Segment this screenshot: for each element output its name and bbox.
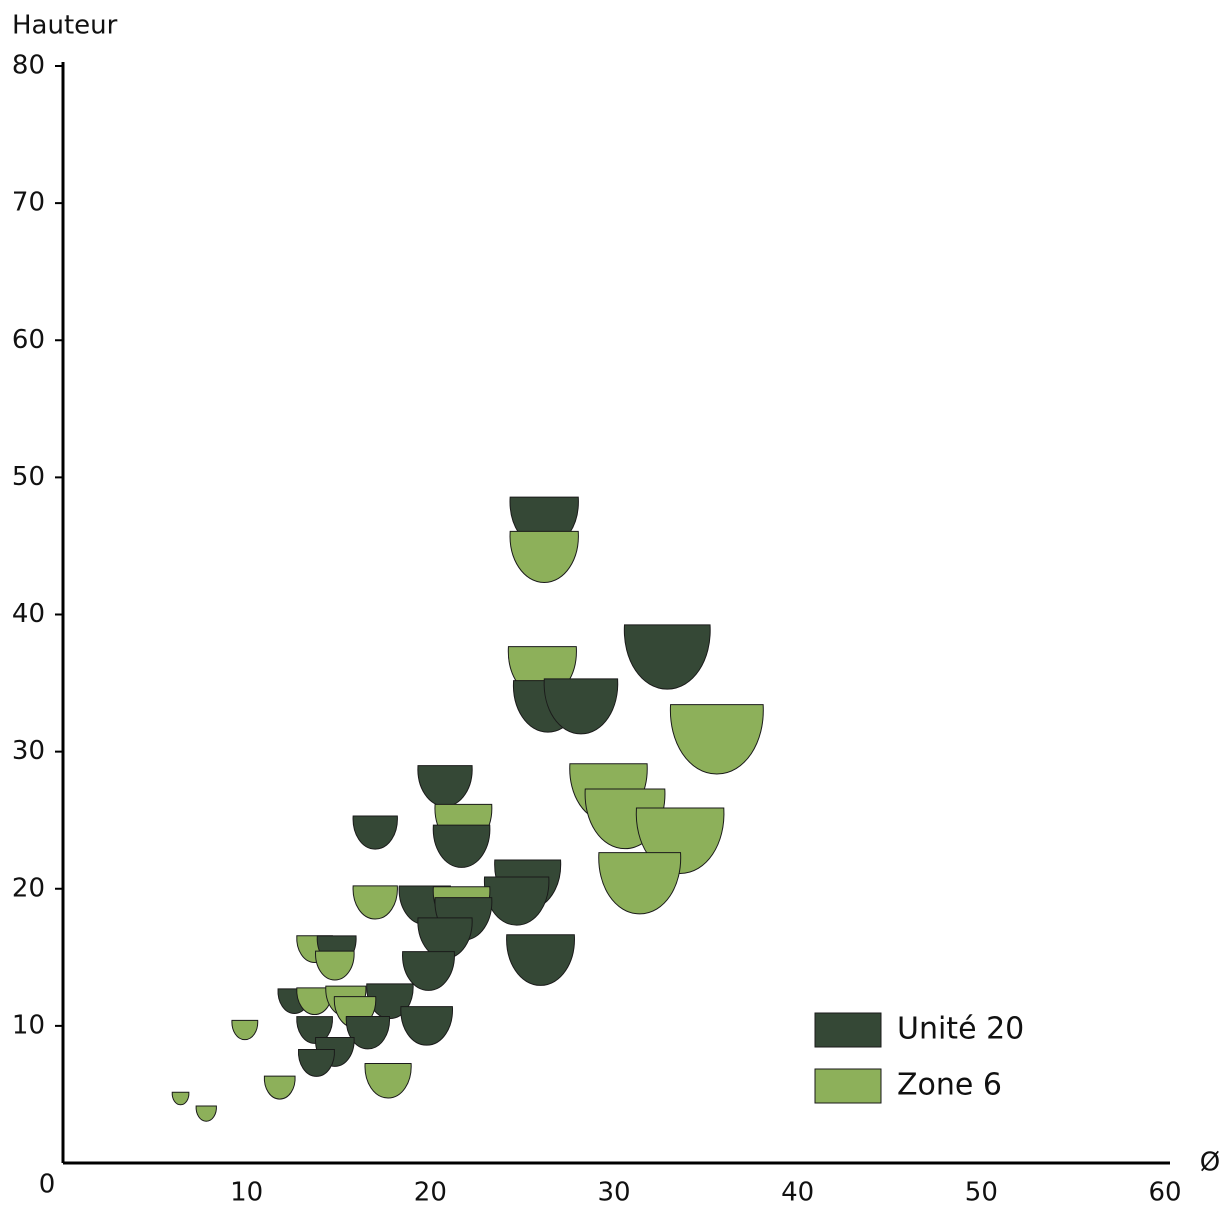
vessel-point <box>263 1075 296 1100</box>
vessel-point <box>402 951 455 991</box>
legend-swatch <box>814 1068 882 1104</box>
y-axis-label: Hauteur <box>12 11 118 41</box>
y-tick-label: 80 <box>12 51 45 81</box>
x-tick-label: 40 <box>781 1178 814 1207</box>
y-tick-label: 60 <box>12 325 45 355</box>
vessel-point <box>484 876 550 926</box>
x-axis-label: Ø <box>1200 1148 1220 1178</box>
x-tick-label: 60 <box>1148 1178 1181 1207</box>
vessel-point <box>231 1019 259 1041</box>
y-tick-label: 40 <box>12 599 45 629</box>
y-tick-label: 10 <box>12 1010 45 1040</box>
vessel-point <box>315 950 355 981</box>
vessel-point <box>352 885 398 920</box>
vessel-point <box>506 934 575 986</box>
x-tick-label: 20 <box>414 1178 447 1207</box>
vessel-point <box>345 1016 390 1050</box>
vessel-point <box>296 1016 333 1044</box>
vessel-point <box>352 815 398 850</box>
vessel-point <box>400 1006 453 1046</box>
y-tick-label: 30 <box>12 736 45 766</box>
vessel-point <box>670 704 764 775</box>
y-tick-label: 20 <box>12 873 45 903</box>
y-tick-label: 0 <box>39 1170 56 1200</box>
vessel-point <box>432 824 491 868</box>
vessel-point <box>598 852 682 915</box>
vessel-point <box>623 624 711 690</box>
vessel-point <box>364 1062 412 1099</box>
y-tick-label: 50 <box>12 462 45 492</box>
vessel-point <box>509 530 579 583</box>
y-tick-label: 70 <box>12 188 45 218</box>
x-tick-label: 30 <box>597 1178 630 1207</box>
x-tick-label: 10 <box>230 1178 263 1207</box>
vessel-point <box>298 1048 335 1077</box>
vessel-point <box>543 678 619 735</box>
x-tick-label: 50 <box>965 1178 998 1207</box>
legend-swatch <box>814 1012 882 1048</box>
legend-label: Unité 20 <box>897 1012 1024 1047</box>
vessel-point <box>171 1091 190 1106</box>
vessel-point <box>195 1105 217 1122</box>
legend-label: Zone 6 <box>897 1068 1002 1103</box>
vessel-point <box>417 765 473 807</box>
